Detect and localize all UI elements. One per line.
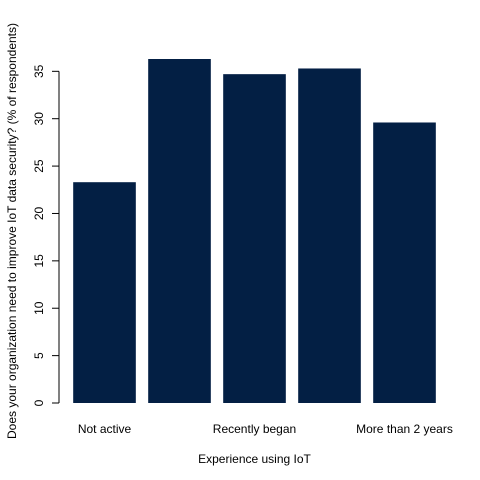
- bar-5: [373, 122, 436, 404]
- x-tick-label: Not active: [78, 422, 132, 436]
- y-tick-label: 30: [32, 112, 46, 126]
- y-tick-label: 15: [32, 254, 46, 268]
- y-tick-label: 5: [32, 352, 46, 359]
- x-axis-labels: Not active Recently began More than 2 year…: [78, 422, 453, 436]
- y-axis: 0 5 10 15 20 25 30 35: [32, 64, 60, 406]
- bar-1: [73, 182, 136, 403]
- x-axis-title: Experience using IoT: [198, 452, 311, 466]
- y-tick-label: 35: [32, 64, 46, 78]
- y-tick-label: 20: [32, 206, 46, 220]
- x-tick-label: Recently began: [213, 422, 296, 436]
- x-tick-label: More than 2 years: [356, 422, 453, 436]
- y-axis-title: Does your organization need to improve I…: [5, 23, 19, 439]
- y-tick-label: 25: [32, 159, 46, 173]
- y-tick-label: 0: [32, 399, 46, 406]
- bar-2: [148, 59, 211, 403]
- bars-group: [73, 59, 436, 404]
- bar-4: [298, 68, 361, 403]
- bar-3: [223, 74, 286, 403]
- y-tick-label: 10: [32, 301, 46, 315]
